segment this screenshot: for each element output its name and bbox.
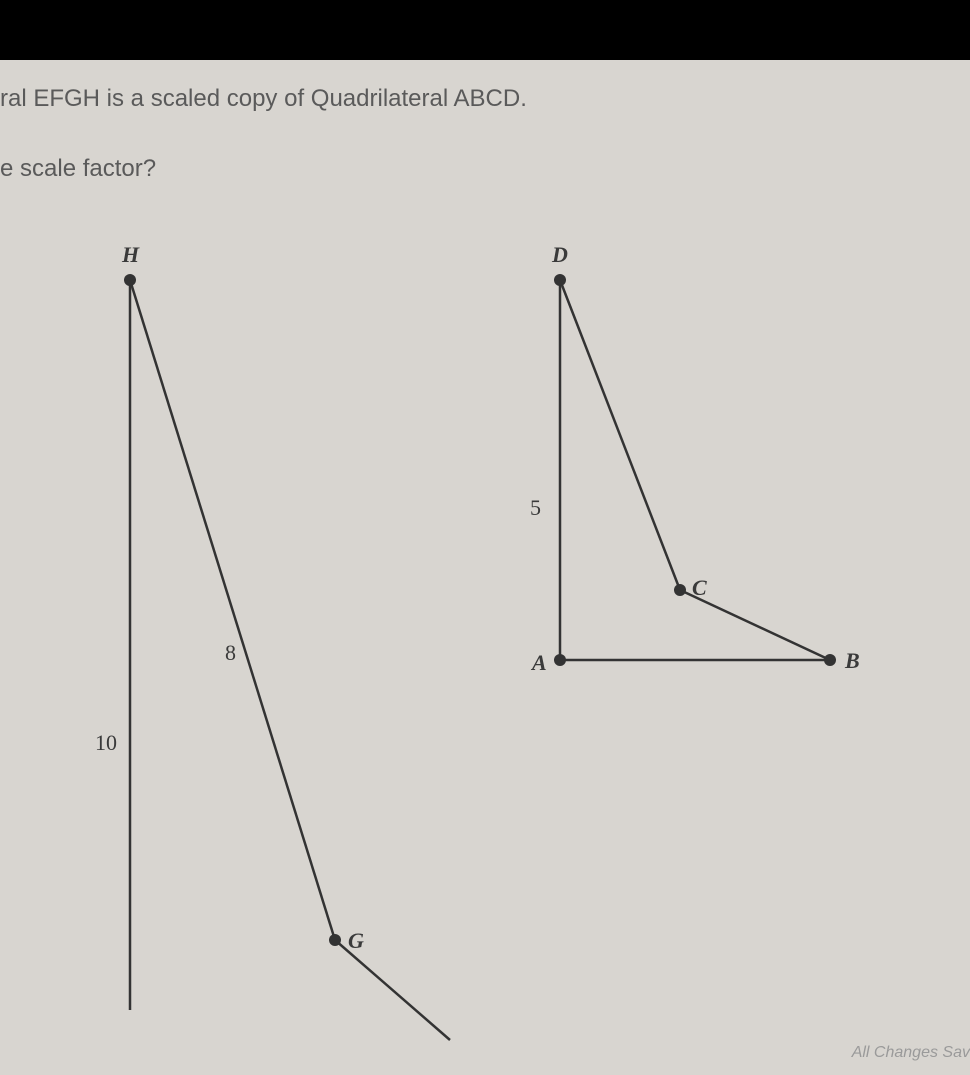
label-side-HG: 8	[225, 640, 236, 666]
label-G: G	[348, 928, 364, 954]
geometry-diagram: H G 10 8 D A B C 5	[0, 240, 970, 1070]
label-D: D	[552, 242, 568, 268]
content-area: ral EFGH is a scaled copy of Quadrilater…	[0, 60, 970, 1070]
point-H	[124, 274, 136, 286]
question-line-1: ral EFGH is a scaled copy of Quadrilater…	[0, 85, 527, 113]
question-line-2: e scale factor?	[0, 155, 156, 183]
point-G	[329, 934, 341, 946]
label-A: A	[532, 650, 547, 676]
label-H: H	[122, 242, 139, 268]
label-side-HE: 10	[95, 730, 117, 756]
label-side-DA: 5	[530, 495, 541, 521]
side-DC	[560, 280, 680, 590]
side-HG	[130, 280, 335, 940]
side-GF	[335, 940, 450, 1040]
point-A	[554, 654, 566, 666]
point-C	[674, 584, 686, 596]
point-B	[824, 654, 836, 666]
label-C: C	[692, 575, 707, 601]
point-D	[554, 274, 566, 286]
diagram-svg	[0, 240, 970, 1070]
topbar	[0, 0, 970, 60]
label-B: B	[845, 648, 860, 674]
footer-status: All Changes Sav	[852, 1044, 970, 1062]
